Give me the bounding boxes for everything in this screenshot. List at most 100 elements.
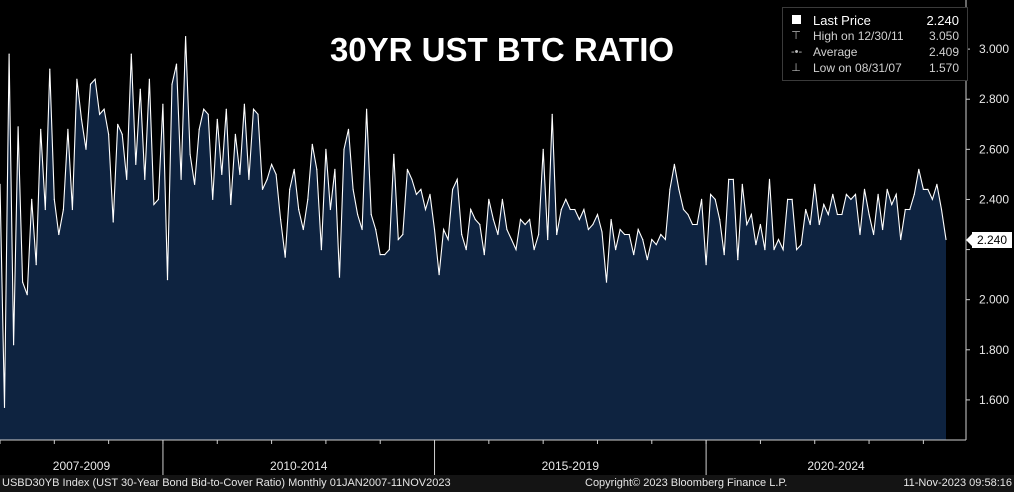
data-point	[465, 249, 467, 251]
data-point	[814, 183, 816, 185]
area-layer	[0, 36, 947, 440]
data-point	[424, 208, 427, 211]
data-point	[397, 238, 399, 241]
legend-label: Low on 08/31/07	[813, 61, 902, 75]
data-point	[307, 198, 309, 200]
data-point	[664, 238, 667, 241]
data-point	[637, 228, 639, 231]
y-tick-label: 2.600	[979, 142, 1009, 156]
data-point	[261, 188, 264, 190]
data-point	[334, 168, 336, 170]
data-point	[180, 178, 182, 180]
data-point	[773, 249, 775, 251]
data-point	[126, 178, 128, 180]
data-point	[207, 113, 209, 115]
legend-value: 3.050	[928, 29, 959, 43]
data-point	[836, 213, 839, 216]
data-point	[642, 238, 644, 241]
data-point	[515, 249, 517, 251]
data-point	[216, 118, 218, 120]
data-point	[157, 198, 159, 200]
data-point	[148, 78, 150, 80]
data-point	[691, 223, 694, 226]
y-tick-label: 1.800	[979, 343, 1009, 357]
data-point	[470, 208, 472, 211]
data-point	[112, 221, 114, 223]
data-point	[854, 193, 857, 195]
data-point	[646, 259, 648, 261]
data-point	[366, 108, 368, 110]
data-point	[289, 188, 291, 190]
data-point	[438, 274, 440, 276]
data-point	[40, 128, 42, 130]
data-point	[927, 188, 929, 190]
data-point	[62, 208, 64, 211]
data-point	[673, 163, 676, 165]
data-point	[239, 173, 241, 175]
data-point	[556, 233, 558, 236]
data-point	[89, 83, 92, 85]
data-point	[497, 233, 499, 236]
data-point	[904, 208, 906, 211]
data-point	[80, 118, 83, 120]
footer-ticker: USBD30YB Index (UST 30-Year Bond Bid-to-…	[2, 477, 451, 489]
data-point	[574, 208, 576, 211]
data-point	[922, 188, 925, 190]
data-point	[0, 183, 1, 185]
data-point	[275, 173, 277, 175]
data-point	[596, 213, 599, 216]
y-tick-label: 2.800	[979, 92, 1009, 106]
data-point	[166, 279, 169, 281]
data-point	[221, 173, 223, 175]
footer-copyright: Copyright© 2023 Bloomberg Finance L.P.	[585, 477, 788, 489]
data-point	[800, 244, 802, 246]
data-point	[370, 213, 372, 216]
data-point	[44, 208, 46, 211]
data-point	[162, 103, 164, 105]
legend-item-low: ⊥ Low on 08/31/07 1.570	[783, 60, 967, 76]
data-point	[551, 113, 553, 115]
data-point	[542, 148, 544, 150]
data-point	[474, 218, 476, 221]
data-point	[284, 256, 286, 258]
chart-title: 30YR UST BTC RATIO	[330, 31, 674, 68]
data-point	[605, 281, 608, 283]
data-point	[234, 133, 236, 135]
data-point	[35, 264, 37, 266]
data-point	[393, 153, 395, 155]
data-point	[868, 213, 870, 216]
data-point	[501, 198, 503, 200]
data-point	[243, 103, 245, 105]
data-point	[728, 178, 730, 180]
legend-value: 1.570	[928, 61, 959, 75]
data-point	[506, 228, 508, 231]
high-marker-icon: ⊤	[791, 30, 801, 42]
legend-item-high: ⊤ High on 12/30/11 3.050	[783, 28, 967, 44]
legend-label: High on 12/30/11	[813, 29, 904, 43]
data-point	[768, 178, 771, 180]
data-point	[529, 218, 531, 221]
data-point	[845, 193, 848, 195]
data-point	[212, 198, 214, 200]
data-point	[257, 113, 259, 115]
data-point	[456, 178, 458, 180]
data-point	[560, 208, 562, 211]
data-point	[103, 108, 105, 110]
data-point	[361, 228, 363, 231]
data-point	[248, 178, 250, 180]
data-point	[94, 78, 96, 80]
data-point	[533, 249, 535, 251]
data-point	[298, 208, 300, 211]
data-point	[49, 68, 51, 70]
data-point	[266, 178, 268, 180]
data-point	[827, 213, 829, 216]
data-point	[203, 108, 205, 110]
data-point	[931, 198, 934, 200]
data-point	[58, 233, 60, 236]
data-point	[818, 223, 820, 226]
data-point	[873, 233, 875, 236]
legend-item-last-price: Last Price 2.240	[783, 12, 967, 28]
data-point	[628, 233, 630, 236]
data-point	[886, 188, 888, 190]
data-point	[338, 276, 341, 278]
